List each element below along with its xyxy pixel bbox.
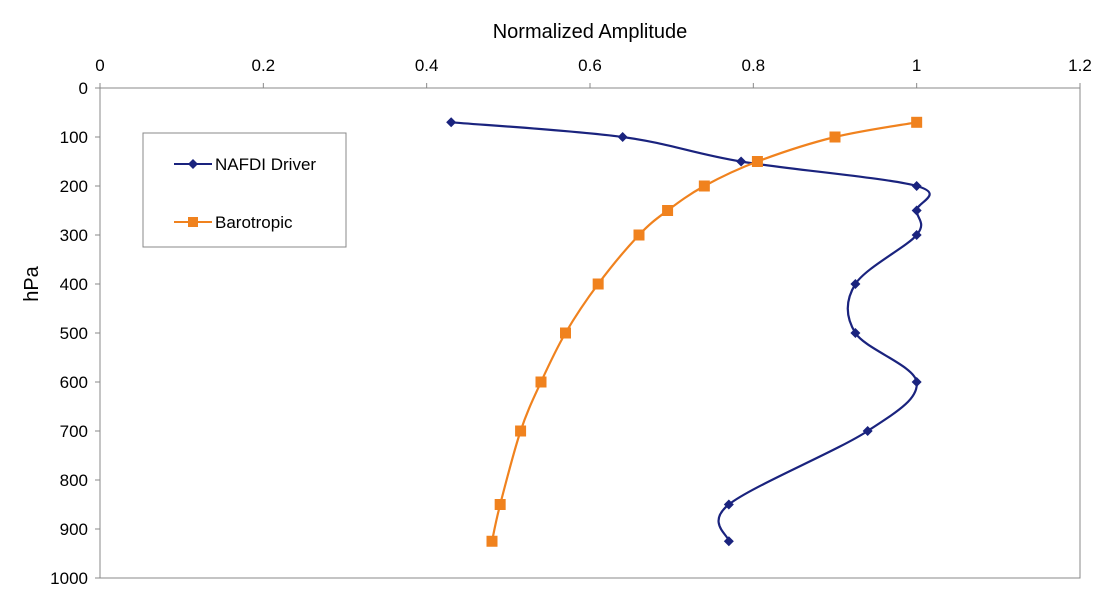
y-axis: 0 100 200 300 400 500 600 700 800 900 1000 bbox=[50, 79, 100, 588]
data-point-barotropic bbox=[829, 131, 841, 143]
legend-marker-nafdi-driver bbox=[188, 159, 198, 169]
x-tick-label: 0 bbox=[95, 56, 104, 75]
x-tick-label: 0.4 bbox=[415, 56, 439, 75]
data-point-barotropic bbox=[662, 205, 674, 216]
legend-label-barotropic: Barotropic bbox=[215, 213, 293, 232]
y-tick-label: 0 bbox=[79, 79, 88, 98]
y-tick-label: 800 bbox=[60, 471, 88, 490]
y-tick-label: 200 bbox=[60, 177, 88, 196]
y-axis-title: hPa bbox=[21, 265, 43, 301]
legend: NAFDI Driver Barotropic bbox=[142, 132, 347, 248]
x-tick-label: 0.6 bbox=[578, 56, 602, 75]
y-tick-label: 300 bbox=[60, 226, 88, 245]
data-point-nafdi-driver bbox=[446, 117, 457, 128]
y-tick-label: 100 bbox=[60, 128, 88, 147]
x-tick-label: 0.8 bbox=[742, 56, 766, 75]
legend-marker-barotropic bbox=[188, 217, 198, 227]
data-point-barotropic bbox=[698, 180, 710, 192]
data-point-nafdi-driver bbox=[911, 181, 922, 191]
series-line-barotropic bbox=[490, 121, 917, 542]
data-point-nafdi-driver bbox=[850, 279, 861, 289]
series-barotropic bbox=[486, 116, 923, 547]
series-layer bbox=[446, 116, 931, 547]
data-point-nafdi-driver bbox=[736, 156, 747, 167]
y-tick-label: 900 bbox=[60, 520, 88, 539]
data-point-barotropic bbox=[751, 156, 763, 167]
data-point-barotropic bbox=[535, 376, 547, 388]
data-point-nafdi-driver bbox=[911, 377, 922, 387]
data-point-nafdi-driver bbox=[723, 499, 734, 510]
data-point-barotropic bbox=[592, 278, 604, 290]
data-point-nafdi-driver bbox=[850, 328, 861, 338]
x-tick-label: 0.2 bbox=[252, 56, 276, 75]
y-tick-label: 700 bbox=[60, 422, 88, 441]
data-point-nafdi-driver bbox=[723, 536, 734, 547]
x-tick-label: 1.2 bbox=[1068, 56, 1092, 75]
data-point-barotropic bbox=[494, 499, 506, 510]
data-point-barotropic bbox=[560, 327, 571, 339]
data-point-barotropic bbox=[911, 116, 923, 128]
x-tick-label: 1 bbox=[912, 56, 921, 75]
data-point-nafdi-driver bbox=[617, 132, 628, 142]
data-point-nafdi-driver bbox=[862, 426, 873, 436]
data-point-barotropic bbox=[515, 425, 527, 437]
data-point-nafdi-driver bbox=[911, 205, 922, 216]
legend-box bbox=[142, 132, 347, 248]
x-axis: 0 0.2 0.4 0.6 0.8 1 1.2 bbox=[95, 56, 1092, 88]
data-point-nafdi-driver bbox=[911, 230, 922, 240]
series-nafdi-driver bbox=[446, 117, 931, 547]
x-axis-title: Normalized Amplitude bbox=[493, 21, 688, 43]
legend-label-nafdi-driver: NAFDI Driver bbox=[215, 155, 316, 174]
data-point-barotropic bbox=[633, 229, 645, 241]
data-point-barotropic bbox=[486, 535, 498, 547]
y-tick-label: 500 bbox=[60, 324, 88, 343]
y-tick-label: 600 bbox=[60, 373, 88, 392]
y-tick-label: 1000 bbox=[50, 569, 88, 588]
y-tick-label: 400 bbox=[60, 275, 88, 294]
